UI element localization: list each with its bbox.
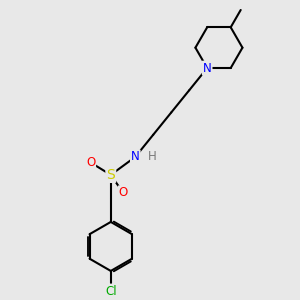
Text: N: N bbox=[203, 61, 212, 74]
Text: N: N bbox=[131, 150, 140, 164]
Text: Cl: Cl bbox=[105, 285, 117, 298]
Text: O: O bbox=[86, 156, 95, 169]
Text: S: S bbox=[106, 168, 115, 182]
Text: O: O bbox=[118, 186, 128, 200]
Text: H: H bbox=[148, 150, 157, 164]
